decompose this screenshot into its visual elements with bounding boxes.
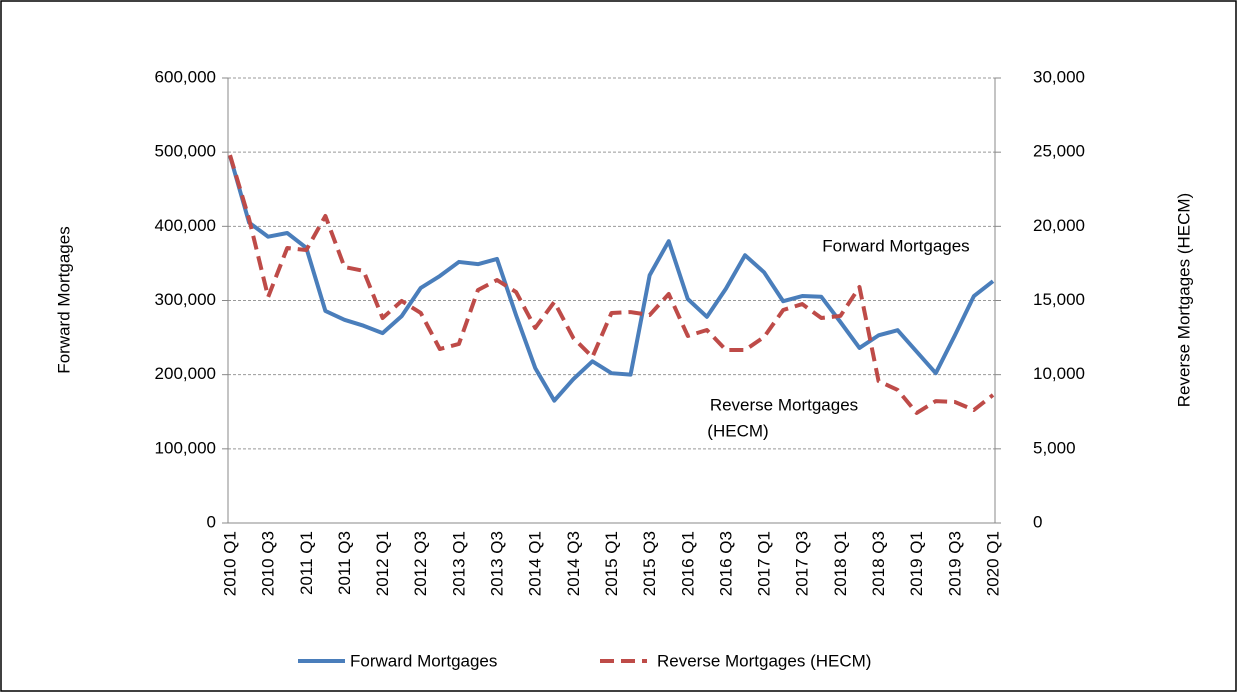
y2-tick-label: 10,000 bbox=[1033, 364, 1085, 383]
x-tick-label: 2020 Q1 bbox=[983, 531, 1002, 596]
series-line bbox=[228, 154, 995, 415]
y2-tick-label: 0 bbox=[1033, 512, 1042, 531]
x-tick-label: 2019 Q1 bbox=[907, 531, 926, 596]
annotation: Forward Mortgages bbox=[822, 236, 969, 255]
y2-tick-label: 25,000 bbox=[1033, 142, 1085, 161]
x-tick-label: 2014 Q3 bbox=[564, 531, 583, 596]
annotation: Reverse Mortgages bbox=[710, 395, 858, 414]
x-tick-label: 2015 Q1 bbox=[602, 531, 621, 596]
y-tick-label: 200,000 bbox=[155, 364, 216, 383]
y-tick-label: 600,000 bbox=[155, 67, 216, 86]
y2-tick-label: 30,000 bbox=[1033, 67, 1085, 86]
x-tick-label: 2013 Q3 bbox=[488, 531, 507, 596]
y-tick-label: 400,000 bbox=[155, 216, 216, 235]
x-tick-label: 2016 Q3 bbox=[716, 531, 735, 596]
y-tick-label: 500,000 bbox=[155, 142, 216, 161]
x-tick-label: 2016 Q1 bbox=[678, 531, 697, 596]
series-line bbox=[228, 155, 995, 403]
legend-label: Reverse Mortgages (HECM) bbox=[657, 651, 871, 670]
x-tick-label: 2017 Q3 bbox=[793, 531, 812, 596]
x-tick-label: 2014 Q1 bbox=[526, 531, 545, 596]
x-tick-label: 2010 Q3 bbox=[259, 531, 278, 596]
x-tick-label: 2012 Q3 bbox=[411, 531, 430, 596]
y-tick-label: 300,000 bbox=[155, 290, 216, 309]
y2-axis-label: Reverse Mortgages (HECM) bbox=[1174, 193, 1193, 407]
x-tick-label: 2013 Q1 bbox=[449, 531, 468, 596]
y2-tick-label: 15,000 bbox=[1033, 290, 1085, 309]
x-tick-label: 2018 Q1 bbox=[831, 531, 850, 596]
x-tick-label: 2011 Q3 bbox=[335, 531, 354, 595]
y-tick-label: 0 bbox=[207, 512, 216, 531]
x-tick-label: 2012 Q1 bbox=[373, 531, 392, 596]
legend-label: Forward Mortgages bbox=[350, 651, 497, 670]
x-tick-label: 2017 Q1 bbox=[755, 531, 774, 596]
y2-tick-label: 5,000 bbox=[1033, 438, 1076, 457]
annotation: (HECM) bbox=[707, 421, 768, 440]
x-tick-label: 2019 Q3 bbox=[945, 531, 964, 596]
x-tick-label: 2010 Q1 bbox=[220, 531, 239, 596]
x-tick-label: 2018 Q3 bbox=[869, 531, 888, 596]
y2-tick-label: 20,000 bbox=[1033, 216, 1085, 235]
y-axis-label: Forward Mortgages bbox=[54, 226, 73, 373]
x-tick-label: 2011 Q1 bbox=[297, 531, 316, 595]
x-tick-label: 2015 Q3 bbox=[640, 531, 659, 596]
y-tick-label: 100,000 bbox=[155, 438, 216, 457]
